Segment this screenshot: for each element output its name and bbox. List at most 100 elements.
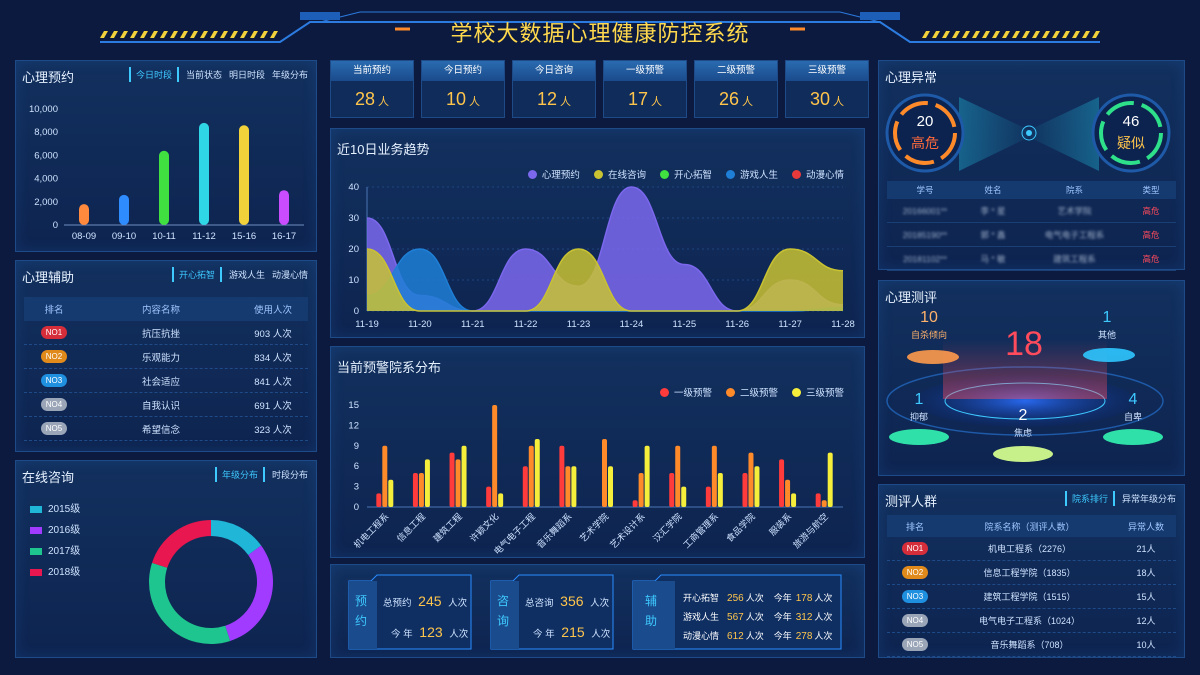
tab-period[interactable]: 时段分布 (271, 470, 308, 480)
stat-number: 28 (354, 89, 376, 109)
crowd-rank: NO5 (887, 638, 943, 651)
rank-badge: NO3 (41, 374, 67, 387)
appointment-title: 心理预约 (22, 70, 75, 85)
abnormal-row: 20181102** 马 * 敏 建筑工程系 高危 (887, 247, 1176, 271)
x-tick-label: 11-22 (514, 319, 538, 330)
tab-dept-rank[interactable]: 院系排行 (1064, 491, 1115, 506)
tab-anime[interactable]: 动漫心情 (271, 270, 308, 280)
evaluate-item-label: 自杀倾向 (910, 330, 947, 340)
bar (827, 452, 833, 507)
legend-item: 心理预约 (527, 167, 580, 181)
legend-swatch (30, 505, 42, 513)
y-tick-label: 3 (354, 482, 359, 493)
x-tick-label: 11-23 (567, 319, 591, 330)
y-tick-label: 2,000 (34, 197, 58, 208)
page-title: 学校大数据心理健康防控系统 (450, 21, 750, 46)
zixun-year: 今 年 215 人次 (533, 624, 611, 640)
stat-number: 30 (809, 89, 831, 109)
tab-tomorrow-slot[interactable]: 明日时段 (228, 70, 265, 80)
evaluate-item-value: 2 (1018, 407, 1028, 424)
yuyue-tag: 预约 (355, 594, 368, 628)
rank-badge: NO1 (41, 326, 67, 339)
stat-unit: 人 (833, 96, 845, 108)
suspected-value: 46 (1122, 113, 1140, 130)
legend-label: 游戏人生 (739, 170, 778, 181)
zixun-total: 总咨询 356 人次 (525, 593, 610, 609)
stat-number: 12 (536, 89, 558, 109)
bar (754, 466, 760, 507)
trend-panel: 近10日业务趋势 心理预约 在线咨询 开心拓智 游戏人生 动漫心情 40 30 20 10 0 1… (330, 128, 865, 338)
summary-panel: 预约 总预约 245 人次 今 年 123 人次 咨询 总咨询 356 人次 今… (330, 564, 865, 658)
dept-title: 当前预警院系分布 (337, 360, 442, 375)
stat-label: 当前预约 (331, 61, 413, 81)
y-tick-label: 0 (53, 220, 58, 231)
tab-grade-dist[interactable]: 年级分布 (271, 70, 308, 80)
donut-slice (152, 520, 211, 568)
abnormal-dept: 电气电子工程系 (1044, 229, 1105, 240)
bar (644, 445, 650, 507)
evaluate-item-value: 1 (914, 391, 924, 408)
rank-badge: NO2 (902, 566, 928, 579)
crowd-count: 21人 (1136, 544, 1156, 554)
evaluate-item-value: 4 (1128, 391, 1138, 408)
crowd-row: NO4 电气电子工程系（1024） 12人 (887, 609, 1176, 633)
fuzhu-e: 178 (795, 593, 813, 604)
crowd-panel: 测评人群 院系排行 异常年级分布 排名 院系名称（测评人数） 异常人数 NO1 机… (878, 484, 1185, 658)
fuzhu-tag: 辅助 (645, 594, 658, 628)
x-tick-label: 许颖文化 (467, 511, 500, 544)
crowd-name: 建筑工程学院（1515） (983, 592, 1076, 602)
consult-title: 在线咨询 (22, 470, 75, 485)
fuzhu-c: 人次 (745, 593, 764, 603)
x-tick-label: 11-12 (192, 231, 216, 242)
assist-name: 社会适应 (141, 376, 180, 388)
abnormal-row: 20185190** 郭 * 鑫 电气电子工程系 高危 (887, 223, 1176, 247)
fuzhu-b: 612 (727, 631, 744, 642)
assist-count: 323 人次 (254, 424, 292, 436)
abnormal-type: 高危 (1142, 205, 1160, 216)
stat-card: 二级预警 26 人 (694, 60, 778, 118)
bar (791, 493, 797, 507)
abnormal-name: 马 * 敏 (980, 253, 1006, 264)
stat-unit: 人 (651, 96, 663, 108)
donut-slice (149, 562, 231, 644)
crowd-rank: NO2 (887, 566, 943, 579)
legend-label: 一级预警 (673, 388, 712, 399)
rank-badge: NO4 (902, 614, 928, 627)
bar (376, 493, 382, 507)
tab-grade[interactable]: 年级分布 (214, 467, 265, 482)
legend-label: 在线咨询 (607, 170, 646, 181)
evaluate-item-value: 1 (1102, 309, 1112, 326)
tab-current-status[interactable]: 当前状态 (185, 70, 222, 80)
legend-swatch (30, 547, 42, 555)
y-tick-label: 12 (348, 420, 359, 431)
bar (455, 459, 461, 507)
rank-badge: NO5 (41, 422, 67, 435)
fuzhu-d: 今年 (773, 593, 792, 603)
evaluate-panel: 心理测评 18 10 自杀倾向 1 其他 1 抑郁 2 焦虑 4 自卑 (878, 280, 1185, 476)
legend-item: 在线咨询 (593, 167, 646, 181)
consult-legend-item: 2015级 (30, 499, 80, 520)
tab-grade-abnormal[interactable]: 异常年级分布 (1121, 494, 1176, 504)
col-name: 内容名称 (141, 305, 180, 316)
tab-happy[interactable]: 开心拓智 (171, 267, 222, 282)
crowd-rank: NO4 (887, 614, 943, 627)
bar (821, 500, 827, 507)
fuzhu-f: 人次 (814, 593, 833, 603)
bar (675, 445, 681, 507)
high-risk-value: 20 (916, 113, 934, 130)
tab-game[interactable]: 游戏人生 (228, 270, 265, 280)
legend-item: 开心拓智 (659, 167, 712, 181)
assist-count: 691 人次 (254, 400, 292, 412)
x-tick-label: 音乐舞蹈系 (534, 511, 574, 551)
x-tick-label: 服装系 (767, 511, 794, 538)
legend-label: 心理预约 (541, 170, 580, 181)
legend-swatch (30, 568, 42, 576)
trend-area-chart: 40 30 20 10 0 11-19 11-20 11-21 11-22 11-23 11-24 1… (348, 182, 854, 330)
bar (522, 466, 528, 507)
x-tick-label: 15-16 (232, 231, 256, 242)
tab-today-slot[interactable]: 今日时段 (128, 67, 179, 82)
abnormal-id: 20181102** (903, 253, 947, 264)
stat-value: 28 人 (331, 89, 413, 110)
bar (388, 479, 394, 507)
x-tick-label: 11-26 (725, 319, 749, 330)
